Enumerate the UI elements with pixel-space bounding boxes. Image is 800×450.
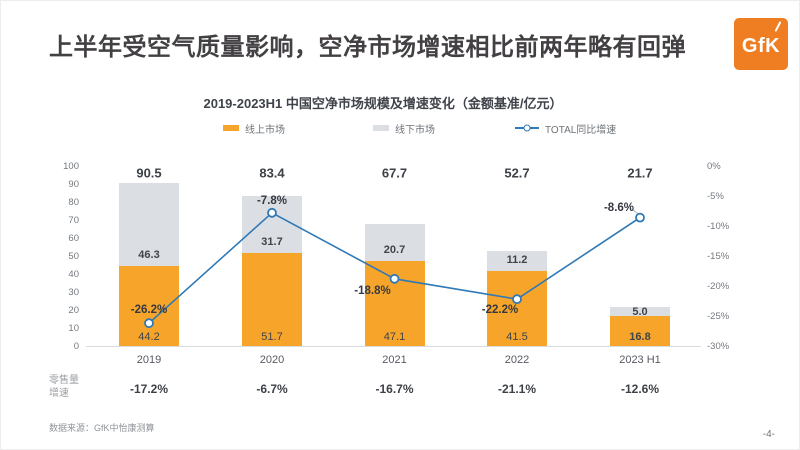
gfk-logo: GfK <box>734 18 788 70</box>
x-axis-category-label: 2019 <box>136 354 162 366</box>
online-value-label: 16.8 <box>629 331 651 343</box>
growth-percentage-label: -22.2% <box>481 304 519 317</box>
secondary-axis-tick-label: -15% <box>707 251 730 262</box>
legend-item-offline-market: 线下市场 <box>373 122 435 136</box>
x-axis-category-label: 2022 <box>504 354 530 366</box>
total-value-label: 83.4 <box>259 165 285 181</box>
retail-volume-growth-value: -21.1% <box>497 382 537 396</box>
secondary-axis-tick-label: 0% <box>707 161 721 172</box>
online-value-label: 51.7 <box>261 331 283 343</box>
page-number: -4- <box>762 429 775 440</box>
offline-value-label: 31.7 <box>261 235 283 248</box>
line-marker-icon <box>635 212 645 223</box>
growth-percentage-label: -7.8% <box>256 194 288 207</box>
gfk-logo-text: GfK <box>741 34 781 57</box>
growth-percentage-label: -8.6% <box>603 201 635 214</box>
chart-title: 2019-2023H1 中国空净市场规模及增速变化（金额基准/亿元） <box>203 96 563 111</box>
y-axis-tick-label: 40 <box>68 269 79 280</box>
source-note: 数据来源：GfK中怡康测算 <box>49 423 155 433</box>
y-axis-tick-label: 90 <box>68 179 79 190</box>
y-axis-tick-label: 30 <box>68 287 79 298</box>
y-axis-tick-label: 0 <box>73 341 79 352</box>
total-value-label: 67.7 <box>381 165 408 181</box>
growth-percentage-label: -18.8% <box>354 284 391 297</box>
y-axis-tick-label: 80 <box>68 197 79 208</box>
legend-label-offline: 线下市场 <box>395 124 435 136</box>
retail-volume-growth-value: -12.6% <box>620 382 660 396</box>
retail-volume-growth-value: -17.2% <box>129 382 169 396</box>
online-value-label: 44.2 <box>138 331 160 343</box>
total-growth-marker-icon <box>523 124 531 132</box>
retail-volume-growth-value: -16.7% <box>375 382 414 396</box>
offline-value-label: 46.3 <box>138 249 160 262</box>
secondary-axis-tick-label: -10% <box>707 221 730 232</box>
legend-item-total-growth: TOTAL同比增速 <box>515 122 617 136</box>
bottom-row-label-line2: 增速 <box>49 388 69 399</box>
legend-label-total-growth: TOTAL同比增速 <box>545 124 617 136</box>
total-value-label: 21.7 <box>627 165 653 181</box>
total-value-label: 52.7 <box>504 165 530 181</box>
total-value-label: 90.5 <box>136 165 162 181</box>
slide-title: 上半年受空气质量影响，空净市场增速相比前两年略有回弹 <box>49 34 686 61</box>
offline-value-label: 11.2 <box>506 254 528 267</box>
y-axis-tick-label: 100 <box>63 161 79 172</box>
secondary-axis-tick-label: -30% <box>707 341 730 352</box>
y-axis-tick-label: 60 <box>68 233 79 244</box>
online-market-swatch <box>223 125 239 131</box>
secondary-axis-tick-label: -25% <box>707 311 730 322</box>
online-value-label: 47.1 <box>383 331 406 343</box>
offline-market-swatch <box>373 125 389 131</box>
x-axis-baseline <box>86 346 701 347</box>
growth-percentage-label: -26.2% <box>130 304 168 317</box>
offline-value-label: 20.7 <box>383 244 406 257</box>
online-value-label: 41.5 <box>506 331 528 343</box>
secondary-axis-tick-label: -5% <box>707 191 724 202</box>
secondary-axis-tick-label: -20% <box>707 281 730 292</box>
x-axis-category-label: 2023 H1 <box>619 354 661 366</box>
y-axis-tick-label: 10 <box>68 323 79 334</box>
legend-item-online-market: 线上市场 <box>223 122 285 136</box>
y-axis-tick-label: 70 <box>68 215 79 226</box>
bottom-row-label-line1: 零售量 <box>49 375 79 386</box>
x-axis-category-label: 2020 <box>259 354 285 366</box>
y-axis-tick-label: 50 <box>68 251 79 262</box>
retail-volume-growth-value: -6.7% <box>256 382 288 396</box>
legend-label-online: 线上市场 <box>245 124 285 136</box>
x-axis-category-label: 2021 <box>382 354 407 366</box>
y-axis-tick-label: 20 <box>68 305 79 316</box>
total-growth-line-icon <box>515 124 539 132</box>
offline-value-label: 5.0 <box>632 305 648 318</box>
